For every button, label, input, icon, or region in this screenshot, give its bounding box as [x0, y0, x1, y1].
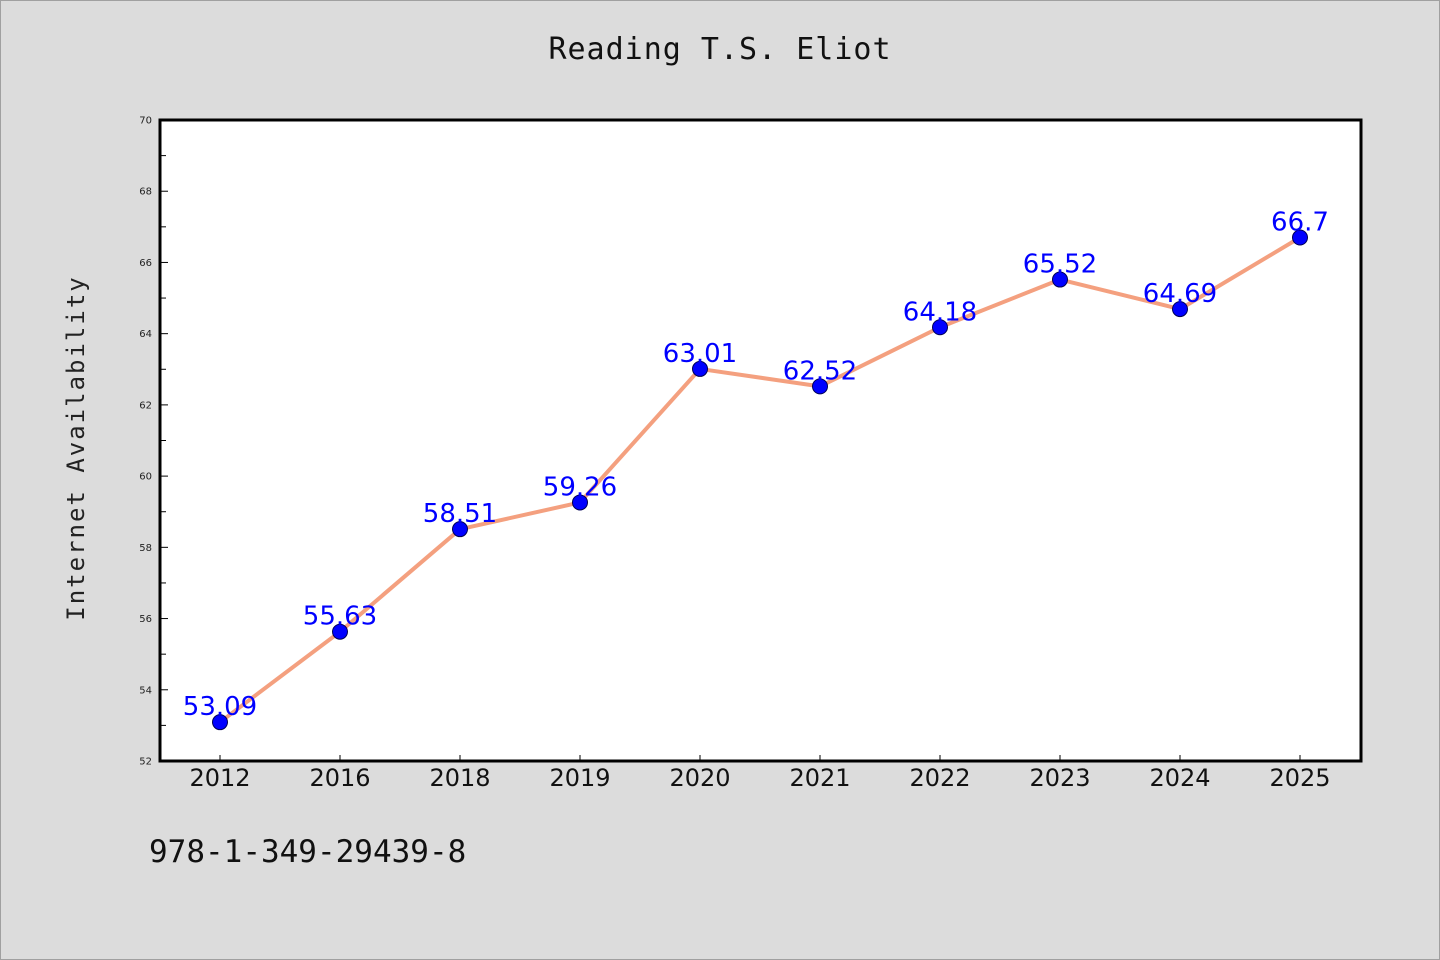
data-label: 59.26 — [543, 472, 617, 502]
plot-area — [158, 118, 1363, 763]
y-tick-label: 56 — [139, 614, 152, 625]
x-tick-label: 2019 — [549, 764, 610, 792]
data-point — [812, 378, 828, 395]
data-label: 55.63 — [303, 602, 377, 632]
y-tick-label: 54 — [139, 685, 152, 696]
y-tick-label: 58 — [139, 543, 152, 554]
chart-title: Reading T.S. Eliot — [548, 32, 892, 67]
data-point — [572, 494, 588, 511]
data-label: 63.01 — [663, 339, 737, 369]
y-tick-label: 52 — [139, 757, 152, 768]
y-tick-label: 64 — [139, 329, 152, 340]
x-tick-label: 2021 — [789, 764, 850, 792]
x-tick-label: 2022 — [909, 764, 970, 792]
x-tick-label: 2025 — [1269, 764, 1330, 792]
x-tick-label: 2023 — [1029, 764, 1090, 792]
data-label: 64.69 — [1143, 279, 1217, 309]
series-line — [218, 235, 1302, 724]
data-point — [1172, 301, 1188, 318]
data-label: 64.18 — [903, 297, 977, 327]
data-point — [452, 521, 468, 538]
x-tick-label: 2016 — [309, 764, 370, 792]
data-label: 66.7 — [1271, 208, 1329, 238]
data-point — [692, 360, 708, 377]
data-label: 62.52 — [783, 356, 857, 386]
y-tick-label: 68 — [139, 187, 152, 198]
y-tick-label: 66 — [139, 258, 152, 269]
x-tick-label: 2024 — [1149, 764, 1210, 792]
isbn-text: 978-1-349-29439-8 — [149, 834, 467, 870]
data-label: 65.52 — [1023, 250, 1097, 280]
data-label: 53.09 — [183, 692, 257, 722]
data-point — [1052, 271, 1068, 288]
y-tick-label: 60 — [139, 472, 152, 483]
data-point — [332, 623, 348, 640]
data-point — [1292, 229, 1308, 246]
data-point — [212, 714, 228, 731]
data-point — [932, 319, 948, 336]
x-tick-label: 2020 — [669, 764, 730, 792]
y-tick-label: 70 — [139, 116, 152, 127]
x-tick-label: 2012 — [189, 764, 250, 792]
x-tick-label: 2018 — [429, 764, 490, 792]
y-tick-label: 62 — [139, 400, 152, 411]
data-label: 58.51 — [423, 499, 497, 529]
